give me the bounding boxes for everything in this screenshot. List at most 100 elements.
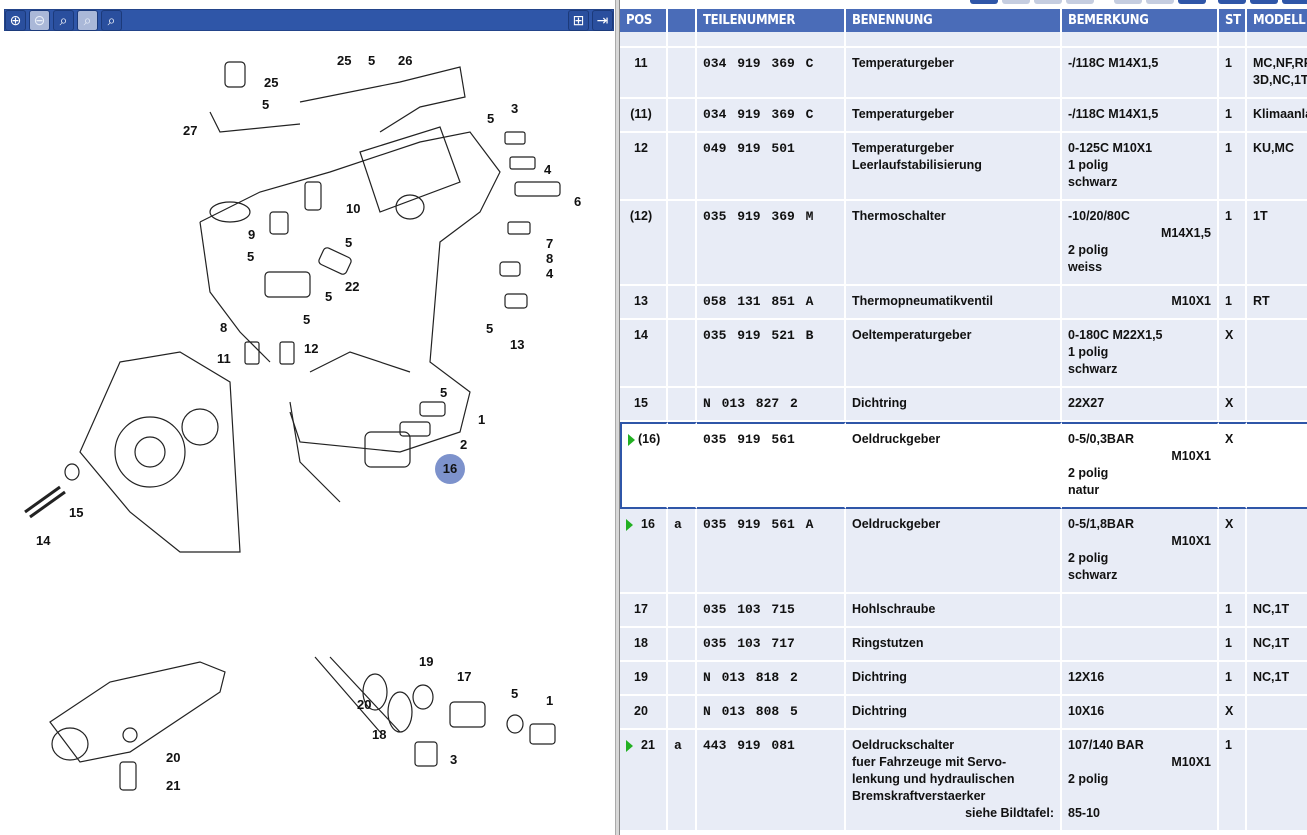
callout-1[interactable]: 1 xyxy=(546,693,554,708)
callout-12[interactable]: 12 xyxy=(304,341,319,356)
callout-8[interactable]: 8 xyxy=(546,251,554,266)
table-row[interactable]: (12) 035 919 369 M Thermoschalter -10/20/80… xyxy=(620,201,1307,286)
callout-18[interactable]: 18 xyxy=(372,727,387,742)
table-row[interactable]: 20 N 013 808 5 Dichtring 10X16 X xyxy=(620,696,1307,730)
column-header-variant[interactable] xyxy=(668,9,697,32)
nav-button[interactable] xyxy=(1178,0,1206,4)
callout-9[interactable]: 9 xyxy=(248,227,256,242)
cell-line: M10X1 xyxy=(1171,534,1211,548)
parts-diagram[interactable]: 25 5 27 25 5 26 5 3 4 6 10 9 5 5 22 5 5 8 11 12 7 8 4 5 13 5 1 2 16 1… xyxy=(0,32,615,835)
callout-25[interactable]: 25 xyxy=(337,53,352,68)
cell-line: 10X16 xyxy=(1068,704,1105,718)
play-arrow-icon[interactable] xyxy=(628,434,635,446)
table-row[interactable]: 16 a 035 919 561 A Oeldruckgeber 0-5/1,8BAR M… xyxy=(620,509,1307,594)
table-row[interactable]: 15 N 013 827 2 Dichtring 22X27 X xyxy=(620,388,1307,422)
callout-5[interactable]: 5 xyxy=(303,312,311,327)
zoom-fit-button[interactable]: ⌕ xyxy=(101,10,122,31)
callout-1[interactable]: 1 xyxy=(478,412,486,427)
pane-splitter[interactable] xyxy=(615,0,620,835)
nav-button[interactable] xyxy=(970,0,998,4)
column-header-st[interactable]: ST xyxy=(1219,9,1247,32)
callout-10[interactable]: 10 xyxy=(346,201,361,216)
callout-15[interactable]: 15 xyxy=(69,505,84,520)
callout-3[interactable]: 3 xyxy=(511,101,519,116)
cell-line: Oeldruckgeber xyxy=(852,517,941,531)
callout-5[interactable]: 5 xyxy=(262,97,270,112)
nav-button[interactable] xyxy=(1218,0,1246,4)
table-row[interactable]: 17 035 103 715 Hohlschraube 1 NC,1T xyxy=(620,594,1307,628)
cell-teilenummer: N 013 827 2 xyxy=(697,388,846,422)
callout-6[interactable]: 6 xyxy=(574,194,582,209)
cell-modell: KU,MC xyxy=(1247,133,1307,201)
callout-5[interactable]: 5 xyxy=(325,289,333,304)
callout-5[interactable]: 5 xyxy=(345,235,353,250)
column-header-bemerkung[interactable]: BEMERKUNG xyxy=(1062,9,1219,32)
zoom-in-button[interactable]: ⊕ xyxy=(5,10,26,31)
callout-4[interactable]: 4 xyxy=(546,266,554,281)
pos-text: 14 xyxy=(634,328,648,342)
zoom-area-button[interactable]: ⌕ xyxy=(53,10,74,31)
table-row[interactable]: 11 034 919 369 C Temperaturgeber -/118C M14… xyxy=(620,48,1307,99)
callout-5[interactable]: 5 xyxy=(511,686,519,701)
nav-button[interactable] xyxy=(1250,0,1278,4)
cell-line: Ringstutzen xyxy=(852,636,924,650)
nav-button[interactable] xyxy=(1282,0,1307,4)
callout-26[interactable]: 26 xyxy=(398,53,413,68)
callout-11[interactable]: 11 xyxy=(217,351,231,366)
callout-5[interactable]: 5 xyxy=(440,385,448,400)
cell-variant xyxy=(668,133,697,201)
move-divider-button[interactable]: ⇥ xyxy=(592,10,613,31)
column-header-benennung[interactable]: BENENNUNG xyxy=(846,9,1062,32)
cell-pos: 11 xyxy=(620,48,668,99)
callout-19[interactable]: 19 xyxy=(419,654,434,669)
cell-line: 0-180C M22X1,5 xyxy=(1068,328,1163,342)
cell-modell xyxy=(1247,388,1307,422)
callout-20[interactable]: 20 xyxy=(357,697,372,712)
table-row[interactable]: (11) 034 919 369 C Temperaturgeber -/118C M… xyxy=(620,99,1307,133)
callout-22[interactable]: 22 xyxy=(345,279,360,294)
column-header-teilenummer[interactable]: TEILENUMMER xyxy=(697,9,846,32)
callout-8[interactable]: 8 xyxy=(220,320,228,335)
parts-list-pane: POS TEILENUMMER BENENNUNG BEMERKUNG ST MODELL… xyxy=(620,0,1307,835)
callout-3[interactable]: 3 xyxy=(450,752,458,767)
pos-text: (12) xyxy=(629,209,653,223)
callout-5[interactable]: 5 xyxy=(368,53,376,68)
table-row[interactable]: 21 a 443 919 081 Oeldruckschalter fuer Fahrz… xyxy=(620,730,1307,832)
layout-split-button[interactable]: ⊞ xyxy=(568,10,589,31)
cell-line: RT xyxy=(1253,294,1270,308)
table-row[interactable]: (16) 035 919 561 Oeldruckgeber 0-5/0,3BAR M1… xyxy=(620,422,1307,509)
callout-4[interactable]: 4 xyxy=(544,162,552,177)
cell-line: M10X1 xyxy=(1171,449,1211,463)
callout-13[interactable]: 13 xyxy=(510,337,525,352)
callout-5[interactable]: 5 xyxy=(247,249,255,264)
table-row[interactable]: 18 035 103 717 Ringstutzen 1 NC,1T xyxy=(620,628,1307,662)
cell-teilenummer: 443 919 081 xyxy=(697,730,846,832)
table-row[interactable]: 19 N 013 818 2 Dichtring 12X16 1 NC,1T xyxy=(620,662,1307,696)
table-row[interactable]: 12 049 919 501 Temperaturgeber Leerlaufstab… xyxy=(620,133,1307,201)
cell-bemerkung: 10X16 xyxy=(1062,696,1219,730)
column-header-pos[interactable]: POS xyxy=(620,9,668,32)
callout-14[interactable]: 14 xyxy=(36,533,51,548)
callout-21[interactable]: 21 xyxy=(166,778,181,793)
callout-2[interactable]: 2 xyxy=(460,437,468,452)
table-row[interactable]: 14 035 919 521 B Oeltemperaturgeber 0-180C … xyxy=(620,320,1307,388)
callout-7[interactable]: 7 xyxy=(546,236,554,251)
column-header-modell[interactable]: MODELL xyxy=(1247,9,1307,32)
callout-20[interactable]: 20 xyxy=(166,750,181,765)
callout-16[interactable]: 16 xyxy=(435,454,465,484)
callout-27[interactable]: 27 xyxy=(183,123,198,138)
callout-25[interactable]: 25 xyxy=(264,75,279,90)
pos-text: 15 xyxy=(634,396,648,410)
cell-line: 0-125C M10X1 xyxy=(1068,141,1153,155)
play-arrow-icon[interactable] xyxy=(626,519,633,531)
play-arrow-icon[interactable] xyxy=(626,740,633,752)
callout-5[interactable]: 5 xyxy=(486,321,494,336)
cell-variant: a xyxy=(668,509,697,594)
callout-5[interactable]: 5 xyxy=(487,111,495,126)
cell-benennung: Dichtring xyxy=(846,388,1062,422)
cell-bemerkung: 0-5/1,8BAR M10X1 2 polig schwarz xyxy=(1062,509,1219,594)
cell-modell: 1T xyxy=(1247,201,1307,286)
callout-17[interactable]: 17 xyxy=(457,669,472,684)
zoom-100-button: ⌕ xyxy=(77,10,98,31)
table-row[interactable]: 13 058 131 851 A Thermopneumatikventil M10X… xyxy=(620,286,1307,320)
